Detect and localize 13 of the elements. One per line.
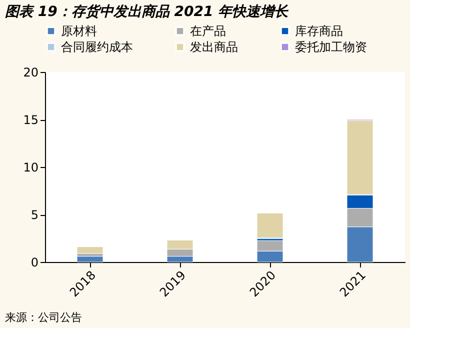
y-tick-label: 0: [30, 256, 38, 270]
y-tick-label: 5: [30, 208, 38, 222]
y-tick-label: 15: [23, 113, 38, 127]
legend-label: 库存商品: [295, 24, 343, 38]
legend-label: 发出商品: [190, 40, 238, 54]
y-tick-label: 20: [23, 66, 38, 80]
legend-label: 合同履约成本: [61, 40, 133, 54]
source-note: 来源：公司公告: [5, 311, 82, 324]
y-tick-label: 10: [23, 160, 38, 174]
chart-title: 图表 19：存货中发出商品 2021 年快速增长: [5, 3, 290, 20]
legend-label: 原材料: [61, 24, 97, 38]
legend-label: 在产品: [190, 24, 226, 38]
legend-label: 委托加工物资: [295, 40, 367, 54]
